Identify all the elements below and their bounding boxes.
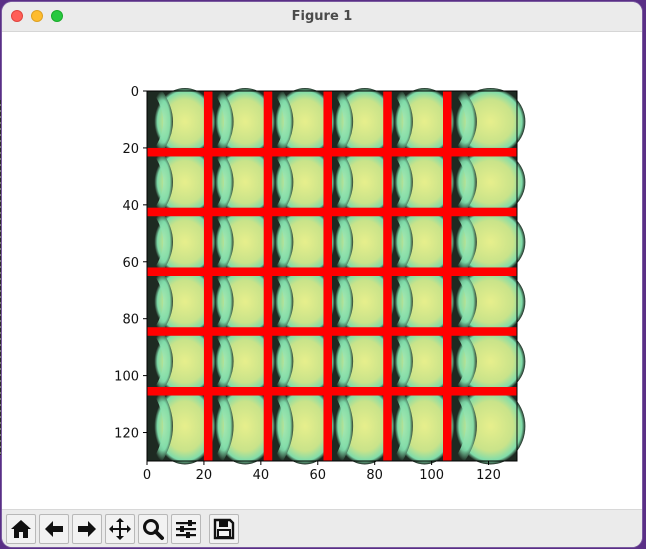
image-texture-streak bbox=[212, 91, 234, 153]
close-button[interactable] bbox=[11, 10, 23, 22]
image-texture-streak bbox=[332, 211, 354, 272]
image-texture-streak bbox=[272, 91, 294, 153]
arrow-right-icon bbox=[78, 521, 96, 537]
desktop-background-strip bbox=[0, 100, 3, 455]
arrow-left-icon bbox=[45, 521, 63, 537]
y-tick-label: 20 bbox=[122, 142, 139, 157]
image-texture-streak bbox=[151, 91, 174, 153]
image-texture-streak bbox=[332, 271, 354, 332]
y-tick-label: 80 bbox=[122, 313, 139, 328]
home-icon bbox=[11, 520, 31, 538]
image-texture-streak bbox=[332, 91, 354, 153]
image-texture-streak bbox=[151, 211, 174, 272]
grid-line-horizontal bbox=[147, 387, 517, 396]
x-tick-label: 20 bbox=[196, 468, 213, 483]
image-texture-streak bbox=[452, 391, 477, 461]
image-texture-streak bbox=[151, 152, 174, 212]
image-texture-streak bbox=[272, 391, 294, 461]
y-tick-label: 100 bbox=[114, 370, 139, 385]
image-texture-streak bbox=[212, 211, 234, 272]
grid-line-vertical bbox=[443, 91, 452, 461]
y-tick-label: 0 bbox=[131, 85, 139, 100]
window-title: Figure 1 bbox=[291, 9, 353, 24]
image-texture-streak bbox=[392, 391, 413, 461]
x-tick-label: 40 bbox=[253, 468, 270, 483]
image-texture-streak bbox=[212, 391, 234, 461]
image-texture-streak bbox=[452, 271, 477, 332]
image-texture-streak bbox=[392, 211, 413, 272]
configure-subplots-button[interactable] bbox=[171, 514, 201, 544]
minimize-button[interactable] bbox=[31, 10, 43, 22]
image-texture-streak bbox=[392, 271, 413, 332]
pan-button[interactable] bbox=[105, 514, 135, 544]
image-texture-streak bbox=[212, 331, 234, 392]
x-tick-label: 80 bbox=[366, 468, 383, 483]
image-texture-streak bbox=[212, 152, 234, 212]
image-texture-streak bbox=[151, 271, 174, 332]
x-tick-label: 120 bbox=[476, 468, 501, 483]
image-texture-streak bbox=[212, 271, 234, 332]
grid-line-vertical bbox=[383, 91, 392, 461]
y-tick-label: 120 bbox=[114, 427, 139, 442]
x-tick-label: 100 bbox=[419, 468, 444, 483]
sliders-icon bbox=[176, 520, 196, 538]
image-texture-streak bbox=[332, 391, 354, 461]
image-texture-streak bbox=[392, 152, 413, 212]
image-texture-streak bbox=[272, 331, 294, 392]
image-texture-streak bbox=[151, 391, 174, 461]
axes-frame bbox=[146, 90, 518, 462]
y-tick-label: 60 bbox=[122, 256, 139, 271]
x-tick-label: 0 bbox=[143, 468, 151, 483]
image-texture-streak bbox=[272, 211, 294, 272]
image-texture-streak bbox=[452, 331, 477, 392]
image-texture-streak bbox=[392, 331, 413, 392]
image-plot: 0 20 40 60 80 100 120 0 20 40 60 80 100 120 bbox=[114, 85, 526, 483]
zoom-button[interactable] bbox=[138, 514, 168, 544]
image-texture-streak bbox=[332, 331, 354, 392]
image-texture-streak bbox=[272, 271, 294, 332]
image-texture-streak bbox=[151, 331, 174, 392]
image-texture-streak bbox=[452, 211, 477, 272]
image-texture-streak bbox=[272, 152, 294, 212]
grid-line-horizontal bbox=[147, 267, 517, 276]
image-texture-streak bbox=[332, 152, 354, 212]
image-texture-streak bbox=[452, 91, 477, 153]
save-icon bbox=[213, 518, 235, 540]
navigation-toolbar bbox=[2, 509, 642, 547]
title-bar: Figure 1 bbox=[2, 2, 642, 32]
figure-canvas[interactable]: 0 20 40 60 80 100 120 0 20 40 60 80 100 120 bbox=[2, 32, 642, 509]
zoom-icon bbox=[143, 519, 164, 540]
x-tick-label: 60 bbox=[309, 468, 326, 483]
move-icon bbox=[109, 518, 131, 540]
grid-line-horizontal bbox=[147, 327, 517, 336]
zoom-window-button[interactable] bbox=[51, 10, 63, 22]
home-button[interactable] bbox=[6, 514, 36, 544]
image-texture-streak bbox=[452, 152, 477, 212]
back-button[interactable] bbox=[39, 514, 69, 544]
image-texture-streak bbox=[392, 91, 413, 153]
forward-button[interactable] bbox=[72, 514, 102, 544]
y-tick-label: 40 bbox=[122, 199, 139, 214]
save-button[interactable] bbox=[209, 514, 239, 544]
